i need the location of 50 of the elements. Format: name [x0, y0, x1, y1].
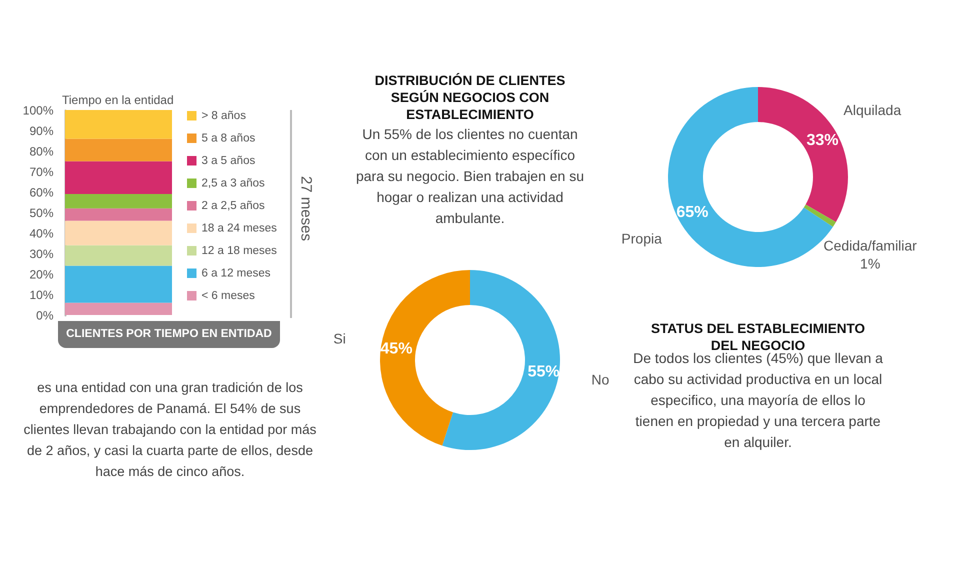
y-tick-label: 90% — [29, 124, 54, 138]
text: es una entidad con una gran tradición de los emprendedores de Panamá. El 54% de sus clientes llevan trabajando con la entidad por más de 2 años, y casi la cuarta parte de ellos, desde hace más de cinco años. — [22, 379, 318, 481]
donut-slice — [804, 204, 836, 227]
data-label: 55% — [528, 364, 560, 381]
text: CLIENTES POR TIEMPO EN ENTIDAD — [58, 321, 280, 348]
text: STATUS DEL ESTABLECIMIENTO DEL NEGOCIO — [650, 320, 865, 353]
chart-title: DISTRIBUCIÓN DE CLIENTES SEGÚN NEGOCIOS CON ESTABLECIMIENTO — [374, 72, 566, 123]
legend-label: 2,5 a 3 años — [202, 177, 266, 190]
bar — [65, 208, 172, 221]
legend-label: 2 a 2,5 años — [202, 200, 266, 212]
legend-label: < 6 meses — [202, 290, 256, 302]
data-label: 1% — [860, 256, 880, 272]
y-tick-label: 100% — [22, 104, 54, 118]
legend-label: 12 a 18 meses — [202, 244, 278, 257]
y-tick-label: 80% — [29, 144, 54, 158]
data-label: 45% — [380, 340, 412, 358]
bar — [65, 194, 172, 208]
bar — [65, 138, 172, 162]
bar — [65, 110, 172, 139]
donut-slice — [380, 270, 470, 446]
y-tick-label: 0% — [36, 308, 54, 322]
legend-label: 18 a 24 meses — [202, 222, 278, 234]
legend-label: 6 a 12 meses — [202, 267, 271, 280]
bar — [65, 302, 172, 315]
chart-subtitle: Un 55% de los clientes no cuentan con un establecimiento específico para su negocio. Bien trabajen en su hogar o realizan una actividad ambulante. — [355, 125, 585, 228]
text: 27 meses — [298, 174, 314, 244]
y-tick-label: 70% — [29, 165, 54, 179]
text: De todos los clientes (45%) que llevan a cabo su actividad productiva en un local especifico, una mayoría de ellos lo tienen en propiedad y una tercera parte en alquiler. — [633, 350, 883, 452]
slice-label: Alquilada — [844, 102, 902, 118]
slice-label: Cedida/familiar — [823, 238, 918, 254]
chart-subtitle: Tiempo en la entidad — [62, 93, 174, 107]
bar — [65, 161, 172, 194]
legend-label: > 8 años — [202, 110, 246, 122]
data-label: 65% — [676, 204, 708, 222]
y-tick-label: 20% — [29, 268, 54, 282]
legend-label: 3 a 5 años — [202, 154, 256, 167]
y-tick-label: 30% — [29, 247, 54, 261]
y-tick-label: 60% — [29, 186, 54, 200]
bar — [65, 245, 172, 266]
bar — [65, 220, 172, 246]
bar — [65, 266, 172, 303]
y-tick-label: 10% — [29, 288, 54, 302]
data-label: 33% — [806, 132, 839, 149]
y-tick-label: 50% — [29, 206, 54, 220]
slice-label: No — [591, 372, 610, 388]
slice-label: Si — [333, 330, 346, 346]
donut-slice — [442, 270, 560, 450]
y-tick-label: 40% — [29, 226, 54, 240]
slice-label: Propia — [621, 230, 662, 246]
legend-label: 5 a 8 años — [202, 132, 256, 144]
